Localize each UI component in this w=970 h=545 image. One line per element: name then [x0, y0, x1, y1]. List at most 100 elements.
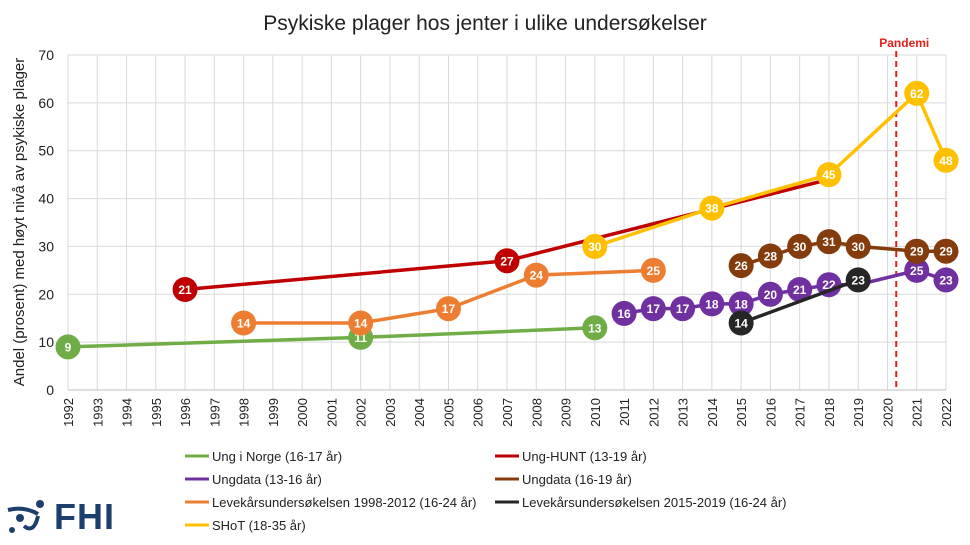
- legend-item: Levekårsundersøkelsen 1998-2012 (16-24 å…: [185, 495, 477, 510]
- legend-item: SHoT (18-35 år): [185, 518, 306, 533]
- x-tick-label: 2021: [910, 398, 925, 427]
- data-label: 23: [939, 273, 953, 287]
- data-label: 38: [705, 202, 719, 216]
- legend-item: Ungdata (13-16 år): [185, 472, 322, 487]
- data-point: [494, 248, 520, 274]
- data-point: [582, 315, 608, 341]
- x-tick-label: 2018: [822, 398, 837, 427]
- y-tick-label: 10: [38, 334, 54, 350]
- pandemic-label: Pandemi: [879, 36, 929, 50]
- data-label: 18: [734, 297, 748, 311]
- chart-title: Psykiske plager hos jenter i ulike under…: [263, 12, 707, 35]
- legend-label: Ung-HUNT (13-19 år): [522, 449, 647, 464]
- x-tick-label: 2007: [500, 398, 515, 427]
- data-point: [904, 257, 930, 283]
- series-line: [740, 278, 859, 325]
- data-point: [757, 243, 783, 269]
- data-label: 30: [852, 240, 866, 254]
- data-label: 24: [530, 269, 544, 283]
- x-tick-label: 2017: [793, 398, 808, 427]
- data-point: [670, 296, 696, 322]
- x-tick-label: 2013: [676, 398, 691, 427]
- data-label: 17: [647, 302, 661, 316]
- data-label: 29: [939, 245, 953, 259]
- data-label: 27: [500, 254, 514, 268]
- series-3: 26 28 30 31 30 29 29: [728, 229, 959, 279]
- data-label: 25: [910, 264, 924, 278]
- data-point: [699, 195, 725, 221]
- data-label: 21: [178, 283, 192, 297]
- x-tick-label: 2009: [559, 398, 574, 427]
- data-point: [816, 272, 842, 298]
- data-point: [845, 233, 871, 259]
- data-label: 29: [910, 245, 924, 259]
- data-label: 25: [647, 264, 661, 278]
- data-label: 30: [588, 240, 602, 254]
- data-point: [728, 291, 754, 317]
- fhi-logo: FHI: [4, 496, 124, 540]
- data-point: [172, 277, 198, 302]
- series-1: 21 27: [172, 177, 830, 302]
- legend-label: SHoT (18-35 år): [212, 518, 306, 533]
- data-point: [816, 162, 842, 188]
- x-tick-label: 2004: [412, 398, 427, 427]
- data-label: 62: [910, 87, 924, 101]
- data-point: [757, 281, 783, 307]
- x-tick-label: 1993: [90, 398, 105, 427]
- legend-item: Ungdata (16-19 år): [495, 472, 632, 487]
- data-label: 26: [734, 259, 748, 273]
- data-label: 17: [442, 302, 456, 316]
- data-label: 48: [939, 154, 953, 168]
- data-point: [728, 310, 754, 336]
- x-tick-label: 2005: [441, 398, 456, 427]
- series-6: 30 38 45 62 48: [582, 80, 959, 259]
- data-label: 13: [588, 321, 602, 335]
- data-point: [435, 296, 461, 322]
- x-tick-label: 2015: [734, 398, 749, 427]
- legend-label: Ung i Norge (16-17 år): [212, 449, 342, 464]
- y-tick-label: 20: [38, 286, 54, 302]
- x-tick-label: 2022: [939, 398, 954, 427]
- x-tick-label: 2003: [383, 398, 398, 427]
- data-label: 9: [65, 340, 72, 354]
- data-label: 30: [793, 240, 807, 254]
- data-point: [582, 233, 608, 259]
- y-tick-label: 60: [38, 95, 54, 111]
- legend-label: Ungdata (13-16 år): [212, 472, 322, 487]
- data-label: 17: [676, 302, 690, 316]
- data-point: [845, 267, 871, 293]
- data-label: 14: [734, 317, 748, 331]
- data-point: [787, 277, 813, 302]
- legend-label: Levekårsundersøkelsen 1998-2012 (16-24 å…: [212, 495, 477, 510]
- data-label: 16: [617, 307, 631, 321]
- data-point: [933, 238, 959, 264]
- x-tick-label: 2006: [471, 398, 486, 427]
- x-tick-label: 2010: [588, 398, 603, 427]
- x-tick-label: 1996: [178, 398, 193, 427]
- data-point: [640, 257, 666, 283]
- data-point: [523, 262, 549, 288]
- data-point: [816, 229, 842, 255]
- data-point: [933, 147, 959, 173]
- x-tick-label: 2011: [617, 398, 632, 426]
- data-point: [699, 291, 725, 317]
- data-point: [904, 80, 930, 106]
- x-tick-label: 1995: [149, 398, 164, 427]
- x-tick-label: 1998: [237, 398, 252, 427]
- data-point: [933, 267, 959, 293]
- x-tick-label: 1997: [207, 398, 222, 427]
- data-point: [231, 310, 257, 336]
- series-5: 14 23: [728, 267, 871, 336]
- series-4: 14 14 17 24 25: [231, 257, 666, 336]
- data-label: 20: [764, 288, 778, 302]
- data-label: 28: [764, 250, 778, 264]
- y-tick-label: 50: [38, 143, 54, 159]
- y-tick-label: 40: [38, 191, 54, 207]
- x-tick-label: 2000: [295, 398, 310, 427]
- data-label: 21: [793, 283, 807, 297]
- x-tick-label: 2014: [705, 398, 720, 427]
- x-tick-label: 2001: [324, 398, 339, 427]
- data-point: [611, 300, 637, 326]
